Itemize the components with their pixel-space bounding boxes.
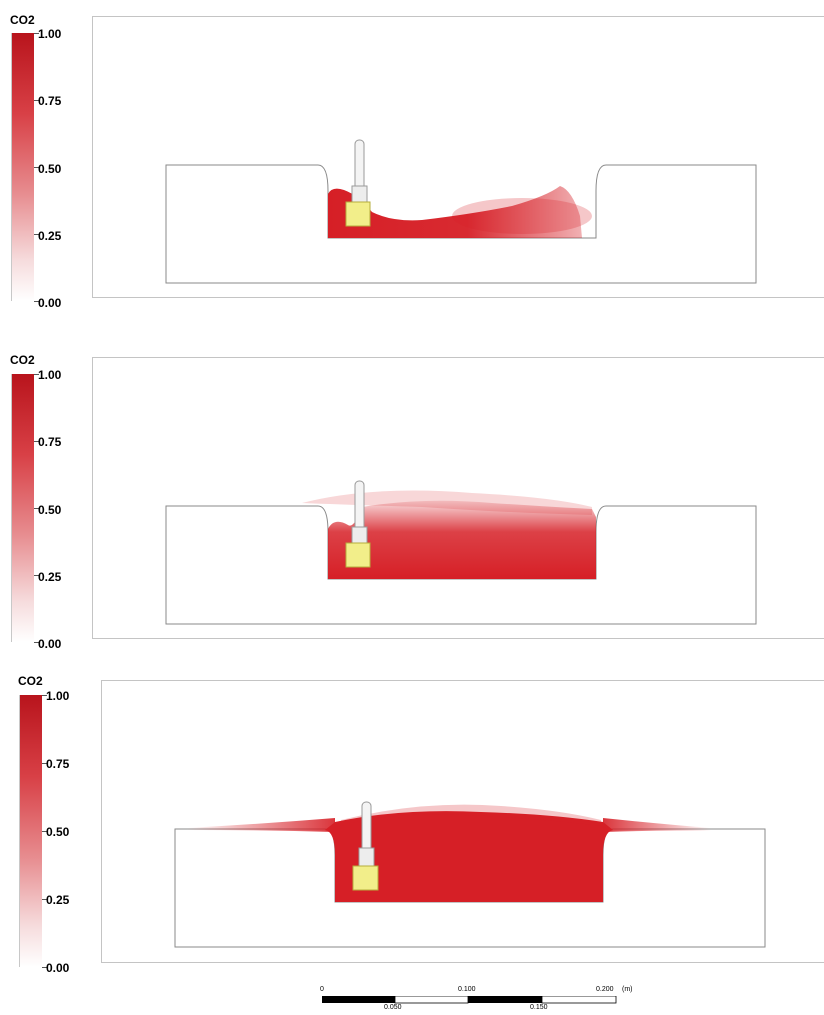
simulation-scene (174, 801, 766, 948)
panel-frame (92, 16, 824, 298)
colorbar-tick-label: 0.25 (38, 570, 62, 584)
co2-plume (328, 500, 596, 579)
nozzle-collar (358, 847, 375, 867)
scale-unit: (m) (622, 986, 633, 993)
legend-title: CO2 (10, 353, 35, 367)
colorbar-tick (42, 899, 47, 900)
colorbar-tick (34, 167, 39, 168)
legend-title: CO2 (10, 13, 35, 27)
scale-label-0: 0 (320, 986, 324, 993)
nozzle-collar (351, 526, 368, 546)
panel-frame (92, 357, 824, 639)
plume-spread-left (187, 818, 335, 832)
colorbar-tick-label: 0.75 (38, 435, 62, 449)
scale-label-0-200: 0.200 (596, 986, 614, 993)
scale-bar-graphic (322, 996, 617, 1004)
simulation-scene (165, 139, 757, 284)
colorbar-tick-label: 0.50 (38, 162, 62, 176)
colorbar-tick (34, 301, 39, 302)
colorbar (11, 33, 34, 301)
simulation-scene (165, 480, 757, 625)
colorbar-tick-label: 0.50 (38, 503, 62, 517)
colorbar-tick (42, 831, 47, 832)
colorbar-tick (34, 508, 39, 509)
co2-plume (325, 811, 613, 902)
colorbar-tick (34, 441, 39, 442)
legend-title: CO2 (18, 674, 43, 688)
colorbar-tick-label: 1.00 (38, 27, 62, 41)
plume-haze (302, 490, 592, 515)
yellow-cylinder (345, 542, 371, 568)
colorbar-tick (34, 100, 39, 101)
colorbar (11, 374, 34, 642)
colorbar-tick-label: 0.00 (46, 961, 70, 975)
domain-outline (165, 164, 757, 284)
colorbar-tick (42, 967, 47, 968)
colorbar-tick-label: 0.75 (46, 757, 70, 771)
co2-plume (328, 186, 582, 238)
colorbar-tick-label: 0.00 (38, 637, 62, 651)
scale-label-0-100: 0.100 (458, 986, 476, 993)
colorbar-tick (42, 763, 47, 764)
plume-haze (452, 198, 592, 234)
colorbar-tick (34, 33, 39, 34)
yellow-cylinder (345, 201, 371, 227)
colorbar-tick (34, 374, 39, 375)
panel-frame (101, 680, 824, 963)
scale-label-0-050: 0.050 (384, 1004, 402, 1011)
plume-spread-right (603, 818, 711, 832)
colorbar-tick (34, 575, 39, 576)
colorbar-tick (34, 234, 39, 235)
colorbar-tick-label: 0.25 (38, 229, 62, 243)
colorbar-tick (34, 642, 39, 643)
scale-label-0-150: 0.150 (530, 1004, 548, 1011)
plume-haze (341, 804, 601, 826)
nozzle-collar (351, 185, 368, 205)
colorbar-tick-label: 0.50 (46, 825, 70, 839)
yellow-cylinder (352, 865, 379, 891)
colorbar-tick (42, 695, 47, 696)
colorbar (19, 695, 42, 967)
colorbar-tick-label: 1.00 (46, 689, 70, 703)
colorbar-tick-label: 0.00 (38, 296, 62, 310)
colorbar-tick-label: 0.75 (38, 94, 62, 108)
colorbar-tick-label: 0.25 (46, 893, 70, 907)
colorbar-tick-label: 1.00 (38, 368, 62, 382)
